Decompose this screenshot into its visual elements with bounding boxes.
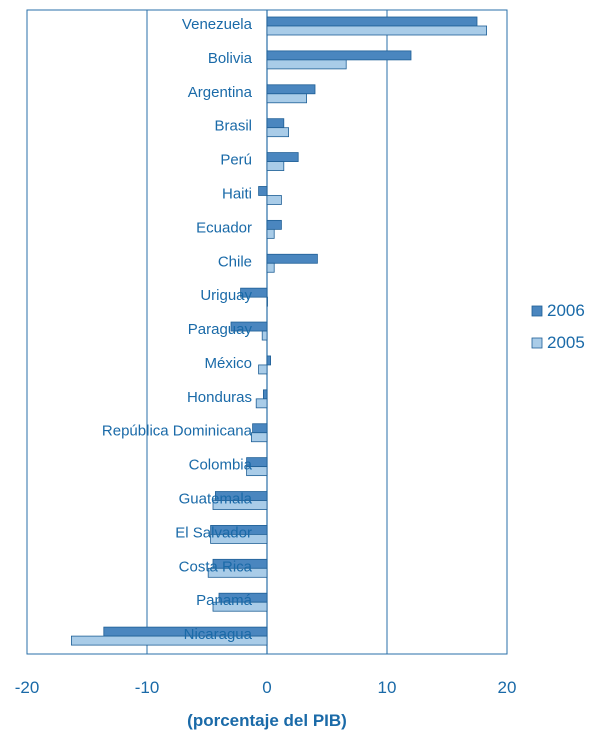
category-label: Colombia <box>189 457 253 474</box>
bar-2005 <box>266 127 290 138</box>
bar-2006 <box>258 186 268 196</box>
bar-2005 <box>266 93 307 104</box>
legend-label: 2005 <box>547 333 585 352</box>
category-label: México <box>204 355 252 372</box>
bar-2006 <box>266 219 282 230</box>
bar-2005 <box>266 195 282 205</box>
category-label: Ecuador <box>196 219 252 236</box>
bar-2005 <box>255 398 268 409</box>
bar-2005 <box>258 364 268 375</box>
bar-2006 <box>266 50 412 61</box>
category-label: Haiti <box>222 185 252 202</box>
x-tick-label: 10 <box>378 678 397 697</box>
category-label: Brasil <box>214 118 252 135</box>
bar-2005 <box>250 432 268 443</box>
bar-2005 <box>266 228 275 239</box>
category-label: Argentina <box>188 84 253 101</box>
bar-2005 <box>266 262 275 273</box>
bars <box>71 16 488 646</box>
bar-2006 <box>266 355 271 366</box>
legend-swatch-2005 <box>531 337 543 349</box>
bar-2005 <box>212 601 268 612</box>
x-tick-label: 20 <box>498 678 517 697</box>
bar-2006 <box>240 287 268 298</box>
bar-2005 <box>266 59 347 70</box>
category-label: Honduras <box>187 389 252 406</box>
category-label: Venezuela <box>182 16 253 33</box>
x-axis-title: (porcentaje del PIB) <box>187 711 347 730</box>
bar-2006 <box>266 152 299 162</box>
category-label: Costa Rica <box>179 558 253 575</box>
bar-2006 <box>266 118 285 129</box>
bar-2005 <box>212 500 268 510</box>
x-tick-label: 0 <box>262 678 271 697</box>
category-labels: Venezuela Bolivia Argentina Brasil Perú Haiti… <box>102 16 253 643</box>
bar-2006 <box>266 16 478 27</box>
legend-swatch-2006 <box>531 305 543 317</box>
category-label: Bolivia <box>208 50 253 67</box>
bar-2005 <box>207 567 268 578</box>
bar-2005 <box>266 296 268 307</box>
legend: 2006 2005 <box>531 301 585 352</box>
category-label: Nicaragua <box>184 626 253 643</box>
category-label: Guatemala <box>179 491 253 508</box>
category-label: Panamá <box>196 592 253 609</box>
category-label: Chile <box>218 253 252 270</box>
x-tick-label: -10 <box>135 678 160 697</box>
x-tick-labels: -20 -10 0 10 20 <box>15 678 517 697</box>
legend-label: 2006 <box>547 301 585 320</box>
bar-2006 <box>266 253 318 264</box>
bar-2006 <box>262 389 268 400</box>
category-label: El Salvador <box>175 524 252 541</box>
bar-2006 <box>266 84 316 95</box>
bar-2005 <box>71 635 268 646</box>
bar-2006 <box>252 423 268 434</box>
bar-2005 <box>266 25 488 36</box>
category-label: Perú <box>220 152 252 169</box>
x-tick-label: -20 <box>15 678 40 697</box>
bar-2005 <box>210 534 268 544</box>
bar-2005 <box>246 466 268 477</box>
category-label: Uriguay <box>200 287 252 304</box>
bar-2005 <box>266 161 285 171</box>
category-label: República Dominicana <box>102 423 253 440</box>
category-label: Paraguay <box>188 321 253 338</box>
bar-2005 <box>261 330 268 341</box>
bar-2006 <box>230 321 268 332</box>
